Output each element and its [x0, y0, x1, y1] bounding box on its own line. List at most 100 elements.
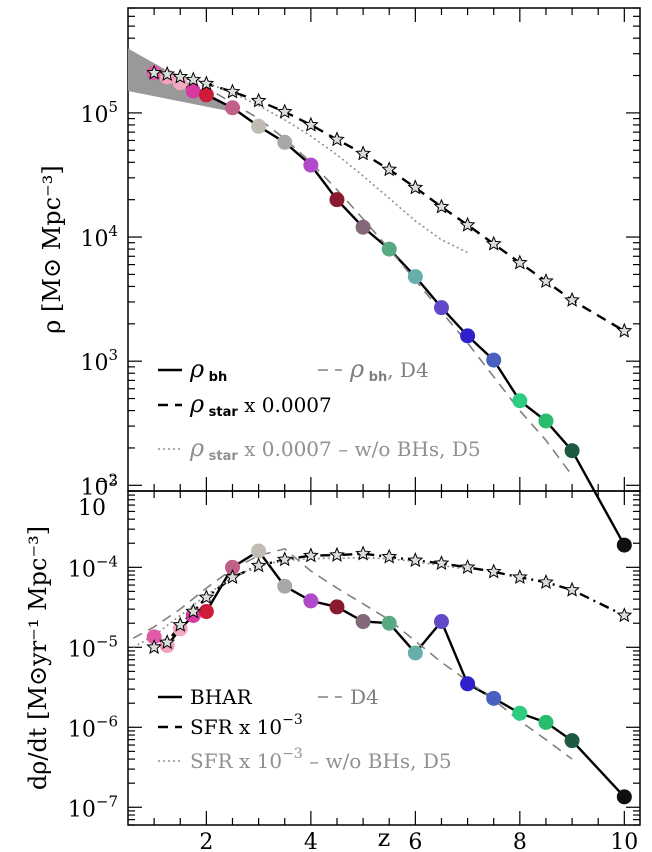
star-point: [172, 616, 189, 632]
star-point: [381, 548, 398, 564]
star-point: [185, 71, 202, 87]
legend-label: D4: [350, 685, 379, 709]
data-point: [616, 537, 632, 553]
data-point: [355, 219, 371, 235]
star-point: [433, 198, 450, 214]
star-point: [538, 574, 554, 589]
data-point: [512, 393, 528, 409]
star-point: [564, 581, 580, 597]
star-point: [355, 545, 372, 561]
legend-label: SFR x 10−3: [190, 712, 303, 739]
y-tick-label: −3: [96, 472, 118, 490]
y-tick-label: 104: [80, 222, 118, 252]
star-point: [459, 216, 476, 232]
data-point: [538, 714, 554, 730]
star-point: [485, 235, 502, 251]
star-point: [302, 116, 319, 132]
y-axis-label: dρ/dt [M⊙yr⁻¹ Mpc⁻³]: [24, 526, 52, 790]
star-point: [329, 131, 345, 147]
data-point: [486, 690, 502, 706]
legend-label: ρ bh, D4: [349, 355, 429, 385]
data-point: [564, 443, 580, 459]
data-point: [251, 543, 267, 559]
data-point: [329, 192, 345, 208]
legend-label: SFR x 10−3 – w/o BHs, D5: [190, 746, 452, 773]
data-point: [381, 615, 397, 631]
y-tick-label: 103: [80, 346, 118, 376]
x-tick-label: 8: [513, 830, 527, 852]
star-point: [459, 558, 476, 575]
star-point: [224, 83, 241, 99]
star-point: [433, 555, 450, 571]
x-tick-label: 10: [610, 830, 638, 852]
data-point: [303, 593, 319, 609]
legend-label: BHAR: [190, 685, 253, 709]
star-point: [159, 65, 176, 81]
top-panel: 102 103 104 105 ρ [M⊙ Mpc⁻³] ρ bh ρ bh, D4 ρ st…: [38, 7, 641, 553]
legend-label: ρ bh: [189, 355, 227, 385]
data-point: [277, 578, 293, 594]
y-tick-label: 105: [80, 98, 118, 128]
series-line-4: [132, 556, 468, 648]
data-point: [146, 629, 162, 645]
star-point: [355, 145, 372, 161]
star-point: [172, 68, 189, 84]
data-point: [381, 241, 397, 257]
data-point: [185, 83, 201, 99]
y-tick-label: 102: [80, 470, 118, 500]
data-point: [251, 118, 267, 134]
data-point: [538, 413, 554, 429]
data-point: [433, 300, 449, 316]
data-point: [616, 789, 632, 805]
star-point: [485, 563, 502, 579]
y-tick-label: 10−4: [68, 552, 118, 582]
data-point: [486, 352, 502, 368]
series-line-3: [153, 552, 625, 649]
data-point: [198, 604, 214, 620]
x-tick-label: 6: [408, 830, 422, 852]
star-point: [185, 603, 202, 619]
data-point: [277, 134, 293, 150]
star-point: [159, 634, 176, 650]
star-point: [511, 254, 528, 270]
star-point: [198, 75, 215, 91]
star-point: [616, 607, 633, 623]
series-line-3: [153, 71, 625, 333]
data-point: [460, 328, 476, 344]
star-point: [407, 552, 424, 568]
star-point: [407, 179, 424, 195]
star-point: [511, 568, 528, 585]
star-point: [250, 92, 267, 108]
star-point: [329, 546, 345, 562]
data-point: [407, 269, 423, 285]
star-point: [276, 551, 293, 567]
star-point: [146, 64, 163, 80]
series-line-2: [153, 67, 573, 476]
x-tick-label: 4: [304, 830, 318, 852]
data-point: [224, 559, 240, 575]
y-tick-label: 10−6: [68, 712, 118, 742]
star-point: [146, 638, 163, 655]
data-point: [564, 733, 580, 749]
y-tick-label: 10−7: [68, 792, 118, 822]
bottom-panel: 10−7 10−6 10−5 10−4 2 4 6 8 10 −3 10 dρ/dt [M⊙yr⁻¹ …: [24, 472, 641, 852]
star-point: [564, 291, 580, 307]
x-axis-label: z: [378, 824, 391, 852]
legend-label: ρ star x 0.0007 – w/o BHs, D5: [189, 434, 481, 464]
data-point: [198, 87, 214, 103]
data-point: [512, 705, 528, 721]
y-tick-label: 10−5: [68, 632, 118, 662]
series-line-2: [132, 548, 573, 760]
star-point: [381, 161, 398, 177]
star-point: [538, 272, 554, 289]
y-axis-label: ρ [M⊙ Mpc⁻³]: [38, 165, 66, 333]
star-point: [250, 557, 267, 573]
y-tick-label: 10: [78, 496, 106, 521]
data-point: [460, 676, 476, 692]
data-point: [407, 645, 423, 661]
series-line-4: [153, 70, 468, 254]
x-tick-label: 2: [199, 830, 213, 852]
data-point: [355, 614, 371, 630]
data-point: [433, 614, 449, 630]
